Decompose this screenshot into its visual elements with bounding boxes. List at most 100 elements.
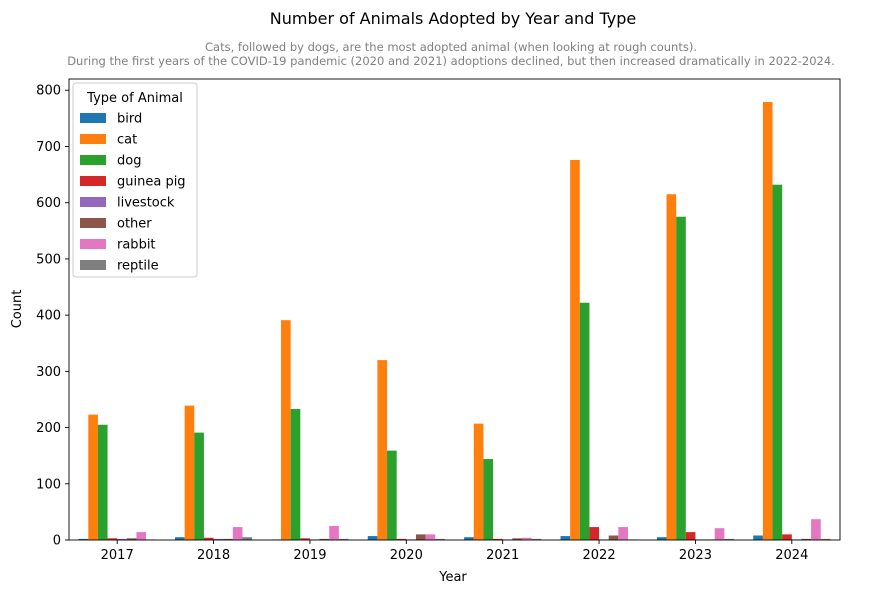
y-tick-label: 600: [36, 196, 61, 211]
bar-dog-2024: [772, 184, 783, 540]
bar-cat-2019: [281, 320, 291, 540]
bar-reptile-2019: [338, 538, 349, 540]
bar-cat-2024: [762, 102, 773, 541]
legend-swatch-bird: [80, 113, 106, 123]
bar-reptile-2018: [242, 537, 253, 540]
y-tick-label: 700: [36, 140, 61, 155]
bar-guinea-pig-2020: [396, 538, 407, 540]
x-tick-label: 2020: [390, 548, 423, 563]
y-tick-label: 500: [36, 252, 61, 267]
bars-group: [78, 102, 831, 541]
bar-guinea-pig-2024: [782, 534, 792, 540]
bar-guinea-pig-2021: [493, 538, 503, 540]
legend-label-livestock: livestock: [117, 196, 175, 211]
legend-title: Type of Animal: [86, 91, 183, 106]
bar-dog-2018: [194, 432, 204, 540]
chart-title: Number of Animals Adopted by Year and Ty…: [270, 9, 636, 28]
x-tick-label: 2021: [486, 548, 519, 563]
legend-items: bird cat dog guinea pig livestock other rabbit…: [80, 112, 186, 274]
bar-rabbit-2023: [714, 528, 725, 540]
x-tick-label: 2023: [679, 548, 712, 563]
bar-cat-2023: [666, 194, 677, 540]
legend-label-cat: cat: [117, 133, 137, 148]
legend-swatch-dog: [80, 155, 106, 165]
bar-other-2022: [608, 535, 619, 540]
legend-label-reptile: reptile: [117, 259, 159, 274]
bar-bird-2023: [656, 537, 667, 540]
y-axis: 0 100 200 300 400 500 600 700 800: [36, 84, 69, 549]
y-tick-label: 200: [36, 421, 61, 436]
bar-other-2020: [415, 534, 426, 540]
bar-bird-2021: [464, 537, 474, 540]
y-tick-label: 800: [36, 84, 61, 99]
bar-rabbit-2021: [521, 537, 532, 540]
bar-bird-2020: [367, 536, 378, 540]
y-tick-label: 0: [53, 534, 61, 549]
bar-other-2017: [126, 538, 137, 540]
y-tick-label: 300: [36, 365, 61, 380]
legend-swatch-livestock: [80, 197, 106, 207]
y-tick-label: 100: [36, 477, 61, 492]
bar-dog-2019: [290, 409, 301, 540]
bar-guinea-pig-2017: [107, 538, 118, 540]
chart-subtitle-line-2: During the first years of the COVID-19 p…: [67, 54, 835, 68]
bar-livestock-2018: [213, 538, 224, 540]
bar-bird-2024: [753, 535, 763, 540]
bar-cat-2020: [377, 360, 388, 540]
bar-dog-2022: [579, 302, 590, 540]
bar-reptile-2021: [531, 538, 542, 540]
legend-swatch-other: [80, 218, 106, 228]
bar-guinea-pig-2018: [203, 537, 214, 540]
bar-rabbit-2019: [329, 525, 339, 540]
x-tick-label: 2017: [101, 548, 134, 563]
bar-reptile-2024: [820, 538, 831, 540]
chart-subtitle-line-1: Cats, followed by dogs, are the most ado…: [205, 40, 697, 54]
x-axis: 2017 2018 2019 2020 2021 2022 2023 2024: [101, 540, 808, 563]
bar-dog-2017: [97, 424, 108, 540]
bar-other-2018: [223, 538, 233, 540]
bar-reptile-2020: [435, 538, 445, 540]
bar-reptile-2023: [724, 538, 734, 540]
legend-label-dog: dog: [117, 154, 141, 169]
legend-frame: [72, 82, 198, 278]
bar-guinea-pig-2022: [589, 527, 600, 540]
bar-other-2019: [319, 538, 330, 540]
bar-bird-2022: [560, 536, 571, 540]
y-axis-label: Count: [10, 290, 25, 329]
legend-swatch-cat: [80, 134, 106, 144]
bar-rabbit-2022: [618, 527, 628, 540]
bar-livestock-2017: [117, 538, 127, 540]
bar-cat-2021: [473, 423, 484, 540]
x-tick-label: 2022: [583, 548, 616, 563]
y-tick-label: 400: [36, 309, 61, 324]
bar-bird-2017: [78, 538, 89, 540]
legend-label-rabbit: rabbit: [117, 238, 156, 253]
legend-swatch-reptile: [80, 260, 106, 270]
bar-other-2021: [512, 538, 522, 540]
x-axis-label: Year: [438, 570, 467, 585]
bar-other-2024: [801, 538, 812, 540]
legend-label-guinea-pig: guinea pig: [117, 175, 186, 190]
bar-bird-2018: [175, 537, 185, 540]
legend: Type of Animal bird cat dog guinea pig lives…: [72, 82, 198, 278]
bar-cat-2017: [88, 414, 98, 540]
plot-frame: [68, 78, 841, 541]
bar-cat-2022: [570, 159, 580, 540]
bar-rabbit-2018: [232, 527, 243, 540]
bar-guinea-pig-2019: [300, 538, 310, 540]
bar-dog-2023: [676, 216, 686, 541]
x-tick-label: 2018: [197, 548, 230, 563]
bar-rabbit-2017: [136, 532, 147, 540]
bar-dog-2020: [387, 450, 397, 540]
legend-swatch-rabbit: [80, 239, 106, 249]
bar-cat-2018: [184, 405, 195, 540]
bar-dog-2021: [483, 459, 494, 540]
legend-swatch-guinea-pig: [80, 176, 106, 186]
legend-label-bird: bird: [117, 112, 142, 127]
x-tick-label: 2024: [775, 548, 808, 563]
x-tick-label: 2019: [293, 548, 326, 563]
legend-label-other: other: [117, 217, 152, 232]
bar-rabbit-2020: [425, 534, 436, 540]
bar-rabbit-2024: [811, 519, 821, 540]
